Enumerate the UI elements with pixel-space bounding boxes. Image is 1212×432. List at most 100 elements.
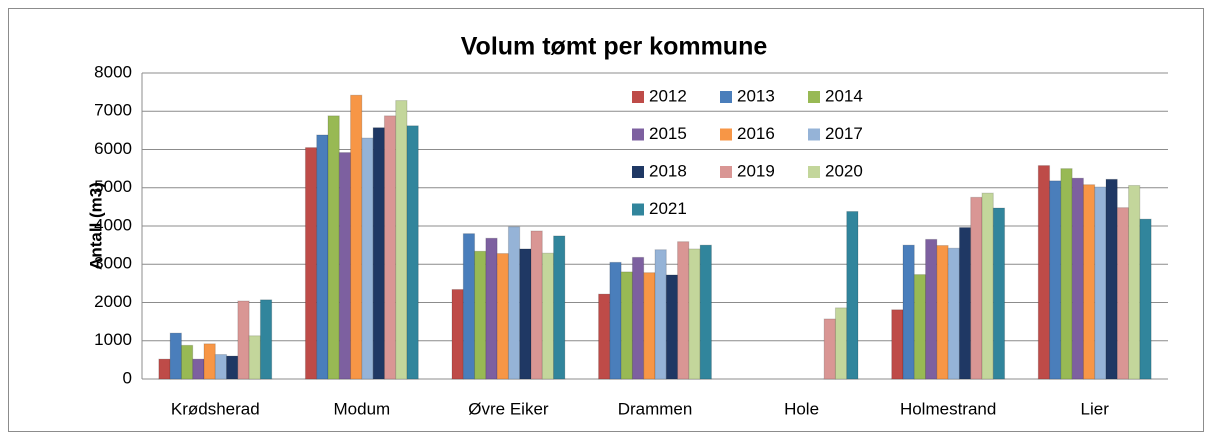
bar [598, 293, 611, 380]
bar [654, 249, 667, 380]
legend-label: 2017 [825, 124, 863, 143]
bar [226, 355, 239, 380]
y-tick-label: 5000 [94, 177, 132, 196]
bar [891, 309, 904, 380]
bar [496, 253, 509, 380]
y-tick-label: 1000 [94, 330, 132, 349]
bar [936, 245, 949, 380]
legend-label: 2014 [825, 86, 863, 105]
legend-swatch [632, 91, 644, 103]
bar [1139, 218, 1152, 380]
bar [913, 274, 927, 380]
y-tick-label: 0 [123, 368, 132, 387]
legend-swatch [632, 166, 644, 178]
legend-swatch [720, 91, 732, 103]
bar [361, 137, 374, 380]
legend-label: 2015 [649, 124, 687, 143]
legend-swatch [808, 128, 820, 141]
bar [1105, 178, 1118, 380]
bar [192, 358, 205, 380]
legend-label: 2016 [737, 124, 775, 143]
bar [519, 248, 532, 380]
bar [699, 244, 712, 380]
x-tick-label: Hole [784, 399, 819, 418]
bar [169, 332, 182, 380]
legend-swatch [720, 128, 732, 141]
bar [485, 237, 498, 380]
bar [214, 354, 228, 380]
y-tick-label: 8000 [94, 62, 132, 81]
bar [530, 230, 543, 380]
legend-label: 2012 [649, 86, 687, 105]
x-tick-label: Krødsherad [171, 399, 260, 418]
x-tick-label: Øvre Eiker [468, 399, 549, 418]
bar [372, 127, 385, 380]
x-tick-label: Modum [334, 399, 391, 418]
bar [925, 238, 938, 380]
legend-swatch [632, 128, 644, 141]
bar [1094, 186, 1107, 380]
chart-title: Volum tømt per kommune [461, 33, 768, 61]
bar [970, 196, 983, 380]
bar [248, 335, 261, 380]
legend-label: 2021 [649, 199, 687, 218]
bar [677, 241, 690, 380]
legend-swatch [808, 91, 820, 103]
bar [203, 343, 216, 380]
bar [620, 271, 633, 380]
bar [462, 233, 476, 380]
bar [338, 152, 352, 380]
bar [1037, 165, 1051, 380]
bar [665, 274, 679, 380]
bar [1049, 180, 1062, 380]
bar [541, 252, 555, 380]
y-axis-label: Antall (m3) [86, 182, 105, 270]
y-tick-label: 7000 [94, 101, 132, 120]
bar [327, 115, 340, 380]
bar [688, 248, 701, 380]
bar [180, 344, 194, 380]
legend-label: 2019 [737, 161, 775, 180]
bar [237, 300, 250, 380]
bar [823, 318, 836, 380]
bar [643, 272, 656, 380]
x-tick-label: Lier [1081, 399, 1110, 418]
bar [981, 192, 994, 380]
bar [1071, 177, 1084, 380]
bar [259, 299, 273, 380]
bar [631, 256, 645, 380]
bar [304, 147, 318, 380]
legend-label: 2020 [825, 161, 863, 180]
bar [395, 100, 408, 380]
x-tick-label: Holmestrand [900, 399, 996, 418]
y-tick-label: 2000 [94, 292, 132, 311]
bar [846, 210, 859, 380]
bar [451, 288, 464, 380]
bar [406, 125, 419, 380]
x-tick-label: Drammen [618, 399, 693, 418]
bar [474, 250, 487, 380]
bar [553, 235, 566, 380]
bar [383, 115, 397, 380]
legend-label: 2013 [737, 86, 775, 105]
bar [1060, 168, 1073, 380]
bar [834, 307, 848, 380]
legend-label: 2018 [649, 161, 687, 180]
bar [958, 227, 972, 380]
bar [992, 207, 1006, 380]
y-tick-label: 4000 [94, 215, 132, 234]
legend-swatch [632, 203, 644, 216]
bar [1116, 207, 1130, 380]
legend-swatch [808, 166, 820, 178]
bar [350, 94, 363, 380]
bar [158, 358, 171, 380]
bar [1128, 184, 1141, 380]
bar [609, 261, 622, 380]
bar [947, 247, 960, 380]
bar [1082, 184, 1096, 380]
legend-swatch [720, 166, 732, 178]
y-tick-label: 3000 [94, 254, 132, 273]
bar [507, 226, 521, 380]
bar [902, 244, 915, 380]
